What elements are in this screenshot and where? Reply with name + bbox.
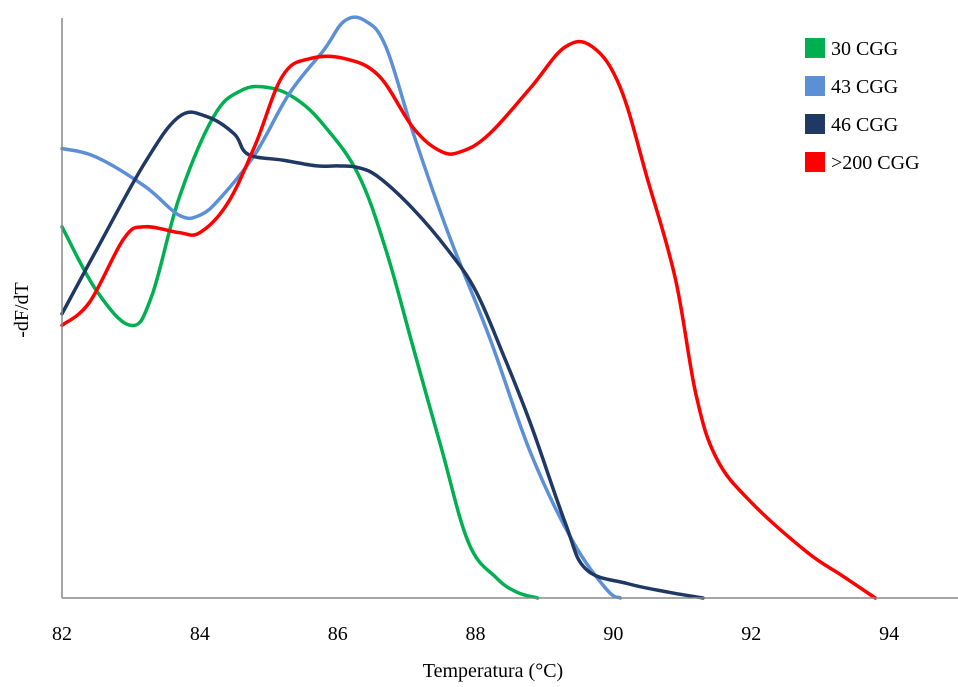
series-line-1 bbox=[60, 84, 540, 600]
legend-swatch bbox=[805, 76, 825, 96]
legend-swatch bbox=[805, 152, 825, 172]
series-line-4 bbox=[60, 39, 878, 600]
series-line-2 bbox=[60, 15, 623, 600]
series-lines bbox=[60, 15, 878, 600]
x-tick-label: 90 bbox=[603, 623, 623, 645]
x-tick-label: 88 bbox=[466, 623, 486, 645]
legend-label: 30 CGG bbox=[831, 38, 898, 60]
x-tick-labels: 82 84 86 88 90 92 94 bbox=[52, 623, 899, 645]
x-tick-label: 94 bbox=[879, 623, 899, 645]
x-tick-label: 92 bbox=[741, 623, 761, 645]
legend: 30 CGG 43 CGG 46 CGG >200 CGG bbox=[805, 38, 920, 174]
x-tick-label: 82 bbox=[52, 623, 72, 645]
x-tick-label: 84 bbox=[190, 623, 210, 645]
y-axis-title: -dF/dT bbox=[11, 282, 33, 338]
x-tick-label: 86 bbox=[328, 623, 348, 645]
legend-label: 46 CGG bbox=[831, 114, 898, 136]
legend-label: >200 CGG bbox=[831, 152, 920, 174]
x-axis-title: Temperatura (°C) bbox=[423, 660, 563, 682]
legend-swatch bbox=[805, 38, 825, 58]
series-line-3 bbox=[60, 110, 705, 600]
legend-swatch bbox=[805, 114, 825, 134]
legend-label: 43 CGG bbox=[831, 76, 898, 98]
